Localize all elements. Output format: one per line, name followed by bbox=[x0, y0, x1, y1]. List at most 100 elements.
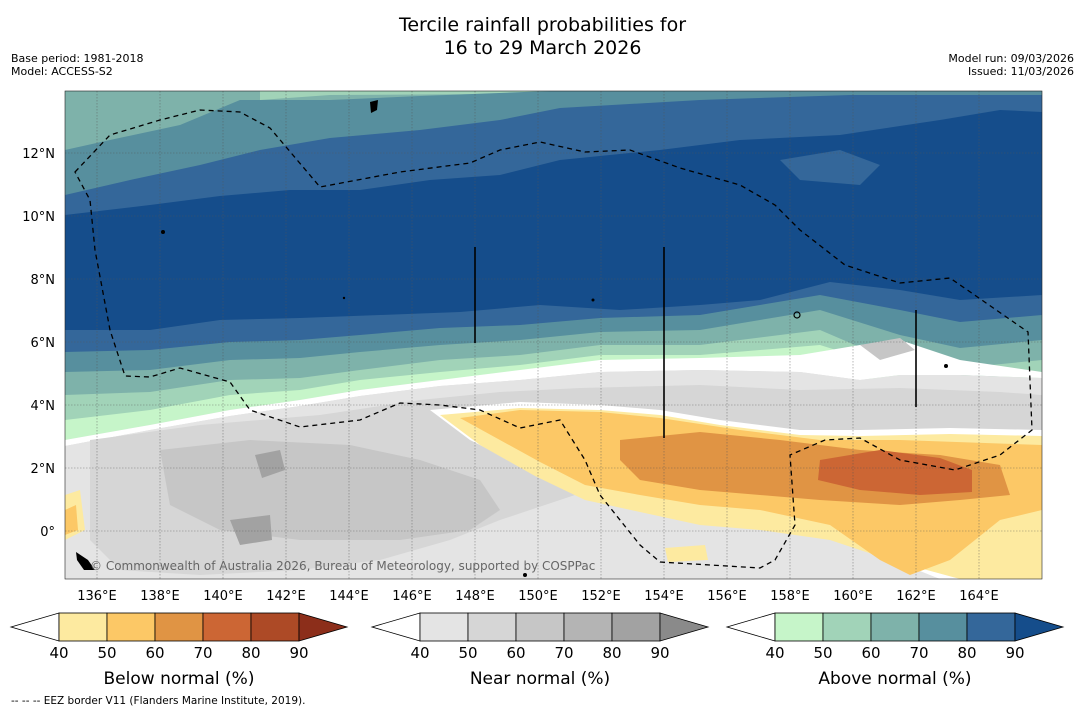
lat-label: 12°N bbox=[22, 147, 55, 162]
legend-max-triangle bbox=[298, 612, 349, 642]
legend-min-triangle bbox=[370, 612, 421, 642]
legend-title: Near normal (%) bbox=[470, 669, 610, 689]
lat-labels: 12°N 10°N 8°N 6°N 4°N 2°N 0° bbox=[22, 147, 55, 540]
lon-label: 136°E bbox=[77, 589, 117, 604]
legend-max-triangle bbox=[1014, 612, 1065, 642]
lat-label: 8°N bbox=[31, 273, 56, 288]
title: Tercile rainfall probabilities for 16 to… bbox=[0, 14, 1085, 60]
below-50-west-patch bbox=[65, 505, 78, 535]
island-3 bbox=[793, 311, 801, 319]
legend-swatch bbox=[822, 612, 872, 642]
legend-tick: 90 bbox=[1005, 644, 1024, 662]
island-1 bbox=[370, 100, 378, 113]
lon-label: 140°E bbox=[203, 589, 243, 604]
legend-tick: 70 bbox=[193, 644, 212, 662]
near-70-patch-1 bbox=[255, 450, 285, 478]
lon-label: 164°E bbox=[959, 589, 999, 604]
legend-tick: 80 bbox=[957, 644, 976, 662]
meta-left: Base period: 1981-2018 Model: ACCESS-S2 bbox=[11, 52, 143, 78]
legend-title: Below normal (%) bbox=[104, 669, 255, 689]
island-4 bbox=[944, 364, 948, 368]
legend-tick: 40 bbox=[49, 644, 68, 662]
legend-near: 40 50 60 70 80 90 Near normal (%) bbox=[370, 612, 710, 689]
lat-label: 0° bbox=[40, 525, 55, 540]
copyright-text: © Commonwealth of Australia 2026, Bureau… bbox=[90, 559, 595, 573]
legend-tick: 50 bbox=[97, 644, 116, 662]
island-8 bbox=[523, 573, 527, 577]
legend-swatch bbox=[419, 612, 469, 642]
lon-label: 146°E bbox=[392, 589, 432, 604]
legend-swatch bbox=[467, 612, 517, 642]
legend-above: 40 50 60 70 80 90 Above normal (%) bbox=[725, 612, 1065, 689]
legend-swatch bbox=[154, 612, 204, 642]
legend-tick: 80 bbox=[241, 644, 260, 662]
legend-swatch bbox=[250, 612, 300, 642]
legend-tick: 90 bbox=[650, 644, 669, 662]
legend-title: Above normal (%) bbox=[818, 669, 971, 689]
legend-tick: 80 bbox=[602, 644, 621, 662]
title-line1: Tercile rainfall probabilities for bbox=[398, 14, 687, 36]
island-5 bbox=[76, 552, 95, 570]
lat-label: 10°N bbox=[22, 210, 55, 225]
lat-label: 2°N bbox=[31, 462, 56, 477]
near-60-region bbox=[160, 440, 500, 540]
legend-swatch bbox=[918, 612, 968, 642]
legend-tick: 90 bbox=[289, 644, 308, 662]
lon-label: 138°E bbox=[140, 589, 180, 604]
lon-label: 144°E bbox=[329, 589, 369, 604]
legend-tick: 60 bbox=[145, 644, 164, 662]
map-panel: © Commonwealth of Australia 2026, Bureau… bbox=[65, 91, 1042, 579]
boundary-lines bbox=[474, 247, 917, 438]
legend-below-ticks: 40 50 60 70 80 90 bbox=[49, 644, 308, 662]
lon-label: 150°E bbox=[518, 589, 558, 604]
legend-swatch bbox=[515, 612, 565, 642]
meta-right: Model run: 09/03/2026 Issued: 11/03/2026 bbox=[948, 52, 1074, 78]
legend-tick: 50 bbox=[813, 644, 832, 662]
legend-swatch bbox=[870, 612, 920, 642]
legend-swatch bbox=[611, 612, 661, 642]
below-70-region bbox=[818, 450, 972, 495]
legend-tick: 40 bbox=[410, 644, 429, 662]
legend-max-triangle bbox=[659, 612, 710, 642]
lon-label: 160°E bbox=[833, 589, 873, 604]
legend-min-triangle bbox=[725, 612, 776, 642]
legend-min-triangle bbox=[9, 612, 60, 642]
lat-label: 4°N bbox=[31, 399, 56, 414]
above-80-inset bbox=[780, 150, 880, 185]
near-60-region-east bbox=[860, 338, 915, 360]
legend-tick: 60 bbox=[861, 644, 880, 662]
legend-swatch bbox=[966, 612, 1016, 642]
issued-date: Issued: 11/03/2026 bbox=[967, 65, 1074, 78]
model-name: Model: ACCESS-S2 bbox=[11, 65, 113, 78]
near-normal-white-edge bbox=[65, 340, 1042, 446]
island-2 bbox=[161, 230, 165, 234]
legend-tick: 70 bbox=[554, 644, 573, 662]
graticule bbox=[65, 91, 1042, 579]
legend-near-swatches bbox=[370, 612, 710, 642]
legend-below: 40 50 60 70 80 90 Below normal (%) bbox=[9, 612, 349, 689]
lon-label: 156°E bbox=[707, 589, 747, 604]
legend-swatch bbox=[563, 612, 613, 642]
below-40-south-patch bbox=[665, 545, 708, 562]
lon-label: 158°E bbox=[770, 589, 810, 604]
legend-tick: 40 bbox=[765, 644, 784, 662]
legend-tick: 70 bbox=[909, 644, 928, 662]
lon-label: 152°E bbox=[581, 589, 621, 604]
legend-tick: 50 bbox=[458, 644, 477, 662]
eez-border bbox=[74, 109, 1033, 569]
legend-near-ticks: 40 50 60 70 80 90 bbox=[410, 644, 669, 662]
base-period: Base period: 1981-2018 bbox=[11, 52, 144, 65]
title-line2: 16 to 29 March 2026 bbox=[443, 37, 642, 59]
map-border bbox=[64, 90, 1043, 580]
island-7 bbox=[342, 296, 346, 300]
island-6 bbox=[591, 298, 595, 302]
eez-footnote: -- -- -- EEZ border V11 (Flanders Marine… bbox=[11, 695, 306, 707]
legend-swatch bbox=[774, 612, 824, 642]
legend-swatch bbox=[58, 612, 108, 642]
legend-swatch bbox=[106, 612, 156, 642]
lon-labels: 136°E 138°E 140°E 142°E 144°E 146°E 148°… bbox=[77, 589, 999, 604]
lon-label: 142°E bbox=[266, 589, 306, 604]
lat-label: 6°N bbox=[31, 336, 56, 351]
islands bbox=[76, 100, 948, 577]
